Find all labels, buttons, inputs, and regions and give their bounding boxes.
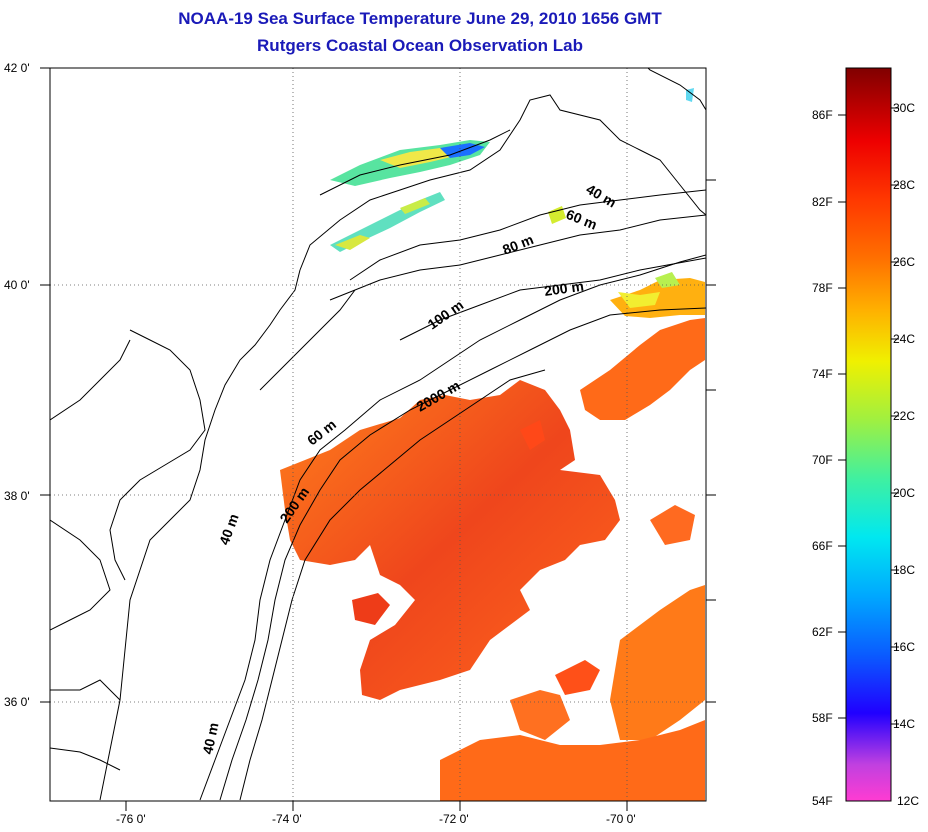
isobath-label-80m: 80 m [500, 231, 536, 258]
cb-c-12: 12C [897, 794, 920, 808]
isobath-label-40m-north: 40 m [584, 181, 620, 211]
tick-marks [40, 67, 716, 811]
map-subtitle: Rutgers Coastal Ocean Observation Lab [257, 36, 583, 55]
colorbar-ticks [838, 107, 899, 725]
isobath-label-60m-south: 60 m [304, 416, 339, 448]
cb-c-20: 20C [893, 486, 916, 500]
lon-label-76: -76 0' [116, 812, 146, 826]
cb-c-22: 22C [893, 409, 916, 423]
cb-f-78: 78F [812, 281, 833, 295]
cb-c-26: 26C [893, 255, 916, 269]
isobath-label-40m-south: 40 m [199, 721, 221, 756]
colorbar-frame [845, 67, 892, 802]
isobath-label-60m-north: 60 m [564, 206, 600, 233]
coastlines [50, 68, 706, 801]
cb-f-66: 66F [812, 539, 833, 553]
sst-patches [280, 88, 705, 801]
lat-label-42: 42 0' [4, 61, 30, 75]
map-frame [49, 67, 707, 802]
cb-c-28: 28C [893, 178, 916, 192]
isobath-label-100m: 100 m [425, 297, 467, 333]
cb-f-82: 82F [812, 195, 833, 209]
lat-label-36: 36 0' [4, 695, 30, 709]
cb-c-18: 18C [893, 563, 916, 577]
lat-label-38: 38 0' [4, 489, 30, 503]
isobath-label-200m-north: 200 m [543, 278, 585, 299]
graticule [50, 68, 706, 801]
lat-label-40: 40 0' [4, 278, 30, 292]
lon-label-70: -70 0' [606, 812, 636, 826]
cb-f-54: 54F [812, 794, 833, 808]
cb-f-62: 62F [812, 625, 833, 639]
cb-f-58: 58F [812, 711, 833, 725]
colorbar [846, 68, 891, 801]
cb-c-16: 16C [893, 640, 916, 654]
lon-label-72: -72 0' [439, 812, 469, 826]
cb-f-74: 74F [812, 367, 833, 381]
cb-c-30: 30C [893, 101, 916, 115]
cb-c-24: 24C [893, 332, 916, 346]
cb-c-14: 14C [893, 717, 916, 731]
map-title: NOAA-19 Sea Surface Temperature June 29,… [178, 9, 662, 28]
isobath-label-40m-mid: 40 m [216, 512, 242, 547]
cb-f-70: 70F [812, 453, 833, 467]
lon-label-74: -74 0' [272, 812, 302, 826]
map-content [50, 68, 706, 801]
isobaths [199, 189, 706, 801]
cb-f-86: 86F [812, 108, 833, 122]
